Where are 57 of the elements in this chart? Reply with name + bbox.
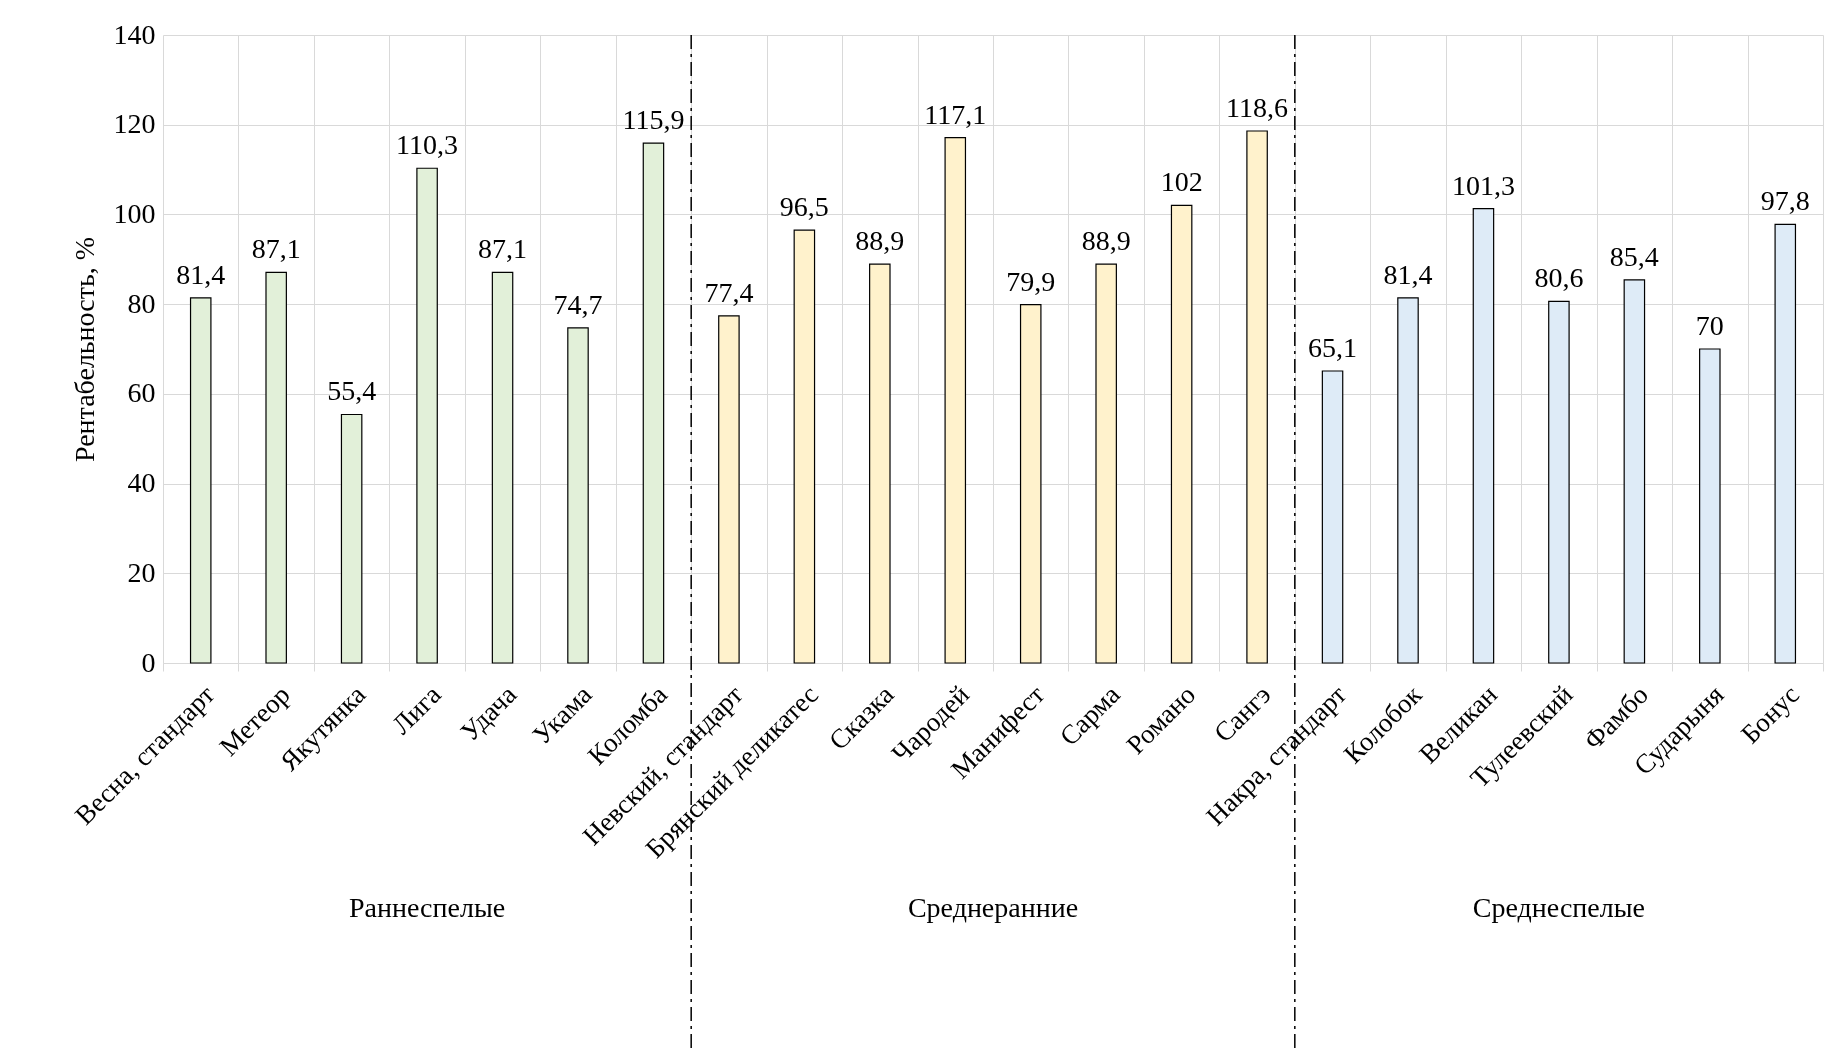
bar [1095, 263, 1117, 664]
bar [642, 142, 665, 664]
y-tick-label: 0 [141, 646, 156, 678]
data-label: 74,7 [553, 288, 603, 320]
data-label: 118,6 [1226, 91, 1289, 123]
y-tick-label: 140 [113, 18, 156, 50]
data-label: 81,4 [1383, 258, 1433, 290]
y-tick-label: 120 [113, 108, 156, 140]
data-label: 115,9 [622, 104, 685, 136]
bar [944, 137, 967, 664]
data-label: 117,1 [924, 98, 987, 130]
data-label: 87,1 [251, 233, 301, 265]
bar [340, 413, 363, 664]
data-label: 102 [1160, 166, 1203, 198]
y-tick-label: 100 [113, 197, 156, 229]
data-label: 65,1 [1308, 331, 1358, 363]
text: Среднеспелые [1472, 892, 1645, 923]
bar [567, 327, 589, 664]
bar [189, 297, 212, 664]
x-tick-label: Лига [385, 679, 447, 741]
bar [1170, 204, 1193, 664]
bar [1774, 223, 1797, 664]
bar [869, 263, 891, 664]
bar [491, 271, 514, 664]
bar [718, 315, 740, 664]
bar [1019, 303, 1042, 664]
data-label: 110,3 [396, 129, 459, 161]
data-label: 81,4 [176, 258, 226, 290]
data-label: 79,9 [1006, 265, 1056, 297]
data-label: 101,3 [1451, 169, 1515, 201]
data-label: 77,4 [704, 276, 754, 308]
data-label: 55,4 [327, 375, 377, 407]
y-tick-label: 20 [127, 556, 156, 588]
text: Раннеспелые [349, 892, 506, 923]
bar [1548, 300, 1570, 664]
data-label: 88,9 [1081, 225, 1131, 257]
data-label: 85,4 [1609, 240, 1659, 272]
data-label: 87,1 [478, 233, 528, 265]
data-label: 70 [1695, 310, 1724, 341]
bar [416, 167, 438, 664]
bar [793, 229, 816, 664]
data-label: 88,9 [855, 225, 905, 257]
bar [1472, 208, 1495, 664]
data-label: 80,6 [1534, 262, 1584, 294]
y-tick-label: 60 [127, 377, 156, 409]
bar [1397, 297, 1419, 664]
bar [1246, 130, 1268, 664]
y-axis-title: Рентабельность, % [68, 236, 100, 463]
bar [1321, 370, 1344, 664]
data-label: 97,8 [1760, 185, 1810, 217]
text: Среднеранние [907, 892, 1079, 923]
bar [1699, 348, 1721, 664]
bar [1623, 279, 1646, 664]
y-tick-label: 80 [127, 287, 156, 319]
data-label: 96,5 [779, 191, 829, 223]
y-tick-label: 40 [127, 467, 156, 499]
bar [265, 271, 287, 664]
